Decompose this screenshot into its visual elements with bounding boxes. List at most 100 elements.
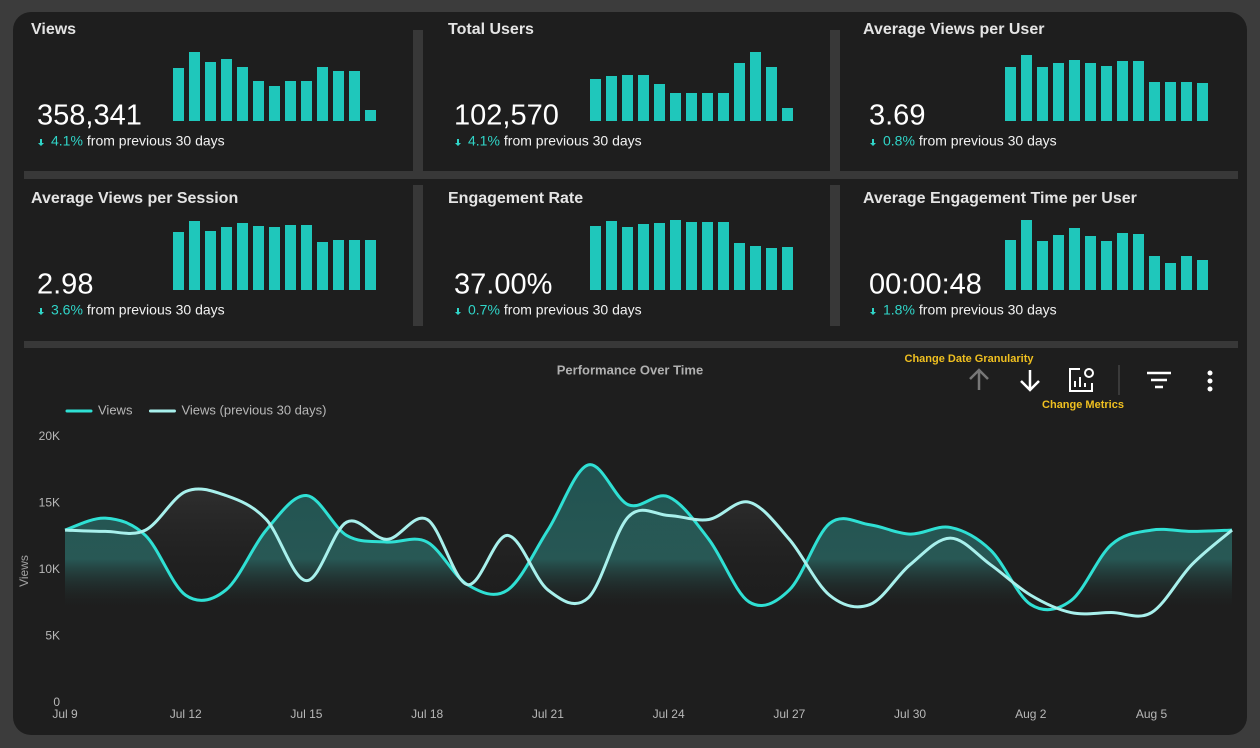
card-title: Average Views per Session bbox=[31, 190, 238, 207]
spark-bar bbox=[1149, 82, 1160, 121]
spark-bar bbox=[269, 227, 280, 290]
card-value: 00:00:48 bbox=[869, 269, 982, 301]
spark-bar bbox=[365, 240, 376, 290]
card-change-text: from previous 30 days bbox=[87, 302, 225, 318]
spark-bar bbox=[349, 240, 360, 290]
spark-bar bbox=[1197, 260, 1208, 290]
spark-bar bbox=[317, 67, 328, 121]
card-change-text: from previous 30 days bbox=[919, 302, 1057, 318]
card-change-text: from previous 30 days bbox=[504, 302, 642, 318]
y-tick-label: 15K bbox=[39, 496, 60, 510]
spark-bar bbox=[702, 222, 713, 290]
separators bbox=[24, 30, 1238, 348]
legend-label: Views (previous 30 days) bbox=[181, 402, 326, 417]
spark-bar bbox=[349, 71, 360, 121]
spark-bar bbox=[1085, 236, 1096, 290]
x-tick-label: Jul 18 bbox=[411, 707, 443, 721]
trend-arrow bbox=[455, 139, 461, 146]
card-change: 0.7% bbox=[468, 302, 500, 318]
x-tick-label: Jul 9 bbox=[52, 707, 78, 721]
spark-bar bbox=[1133, 61, 1144, 121]
spark-bar bbox=[237, 223, 248, 290]
spark-bar bbox=[1101, 66, 1112, 121]
spark-bar bbox=[782, 108, 793, 121]
spark-bar bbox=[766, 248, 777, 290]
card-value: 37.00% bbox=[454, 269, 552, 301]
spark-bar bbox=[1005, 240, 1016, 290]
spark-bar bbox=[686, 93, 697, 121]
card-value: 2.98 bbox=[37, 269, 93, 301]
card-value: 3.69 bbox=[869, 100, 925, 132]
spark-bar bbox=[750, 246, 761, 290]
series-line bbox=[64, 487, 1233, 618]
x-tick-label: Jul 30 bbox=[894, 707, 926, 721]
spark-bar bbox=[221, 227, 232, 290]
card-change: 4.1% bbox=[468, 133, 500, 149]
spark-bar bbox=[606, 76, 617, 121]
card-change: 4.1% bbox=[51, 133, 83, 149]
spark-bar bbox=[718, 222, 729, 290]
spark-bar bbox=[253, 81, 264, 121]
card-value: 102,570 bbox=[454, 100, 559, 132]
spark-bar bbox=[221, 59, 232, 121]
card-change-text: from previous 30 days bbox=[504, 133, 642, 149]
spark-bar bbox=[1005, 67, 1016, 121]
card-change-text: from previous 30 days bbox=[919, 133, 1057, 149]
drill-up-button[interactable] bbox=[969, 368, 989, 390]
spark-bar bbox=[1117, 233, 1128, 290]
spark-bar bbox=[670, 220, 681, 290]
spark-bar bbox=[766, 67, 777, 121]
spark-bar bbox=[1021, 55, 1032, 121]
spark-bar bbox=[1085, 63, 1096, 121]
x-tick-label: Jul 27 bbox=[773, 707, 805, 721]
spark-bar bbox=[782, 247, 793, 290]
card-title: Views bbox=[31, 21, 76, 38]
spark-bar bbox=[590, 226, 601, 290]
filter-button[interactable] bbox=[1147, 371, 1171, 389]
trend-arrow bbox=[870, 139, 876, 146]
spark-bar bbox=[654, 84, 665, 121]
spark-bar bbox=[622, 75, 633, 121]
spark-bar bbox=[1053, 63, 1064, 121]
x-tick-label: Jul 12 bbox=[170, 707, 202, 721]
more-button[interactable] bbox=[1207, 370, 1213, 392]
spark-bar bbox=[301, 81, 312, 121]
spark-bar bbox=[269, 86, 280, 121]
spark-bar bbox=[734, 243, 745, 290]
card-change-text: from previous 30 days bbox=[87, 133, 225, 149]
spark-bar bbox=[333, 71, 344, 121]
card-title: Engagement Rate bbox=[448, 190, 583, 207]
spark-bar bbox=[205, 62, 216, 121]
spark-bar bbox=[1165, 82, 1176, 121]
spark-bar bbox=[173, 68, 184, 121]
spark-bar bbox=[285, 225, 296, 290]
card-change: 1.8% bbox=[883, 302, 915, 318]
spark-bar bbox=[1181, 82, 1192, 121]
spark-bar bbox=[638, 224, 649, 290]
tooltip: Change Date Granularity bbox=[905, 353, 1035, 365]
spark-bar bbox=[1069, 60, 1080, 121]
card-value: 358,341 bbox=[37, 100, 142, 132]
spark-bar bbox=[285, 81, 296, 121]
spark-bar bbox=[1117, 61, 1128, 121]
spark-bar bbox=[173, 232, 184, 290]
y-tick-label: 20K bbox=[39, 429, 60, 443]
card-change: 0.8% bbox=[883, 133, 915, 149]
y-tick-label: 10K bbox=[39, 562, 60, 576]
spark-bar bbox=[1197, 83, 1208, 121]
card-change: 3.6% bbox=[51, 302, 83, 318]
spark-bar bbox=[686, 222, 697, 290]
series-area bbox=[65, 464, 1232, 610]
spark-bar bbox=[1165, 263, 1176, 290]
drill-down-button[interactable] bbox=[1020, 370, 1040, 392]
spark-bar bbox=[670, 93, 681, 121]
change-metrics-button[interactable] bbox=[1069, 368, 1094, 392]
spark-bar bbox=[638, 75, 649, 121]
trend-arrow bbox=[870, 308, 876, 315]
spark-bar bbox=[1037, 67, 1048, 121]
spark-bar bbox=[734, 63, 745, 121]
y-tick-label: 5K bbox=[45, 629, 60, 643]
spark-bar bbox=[1037, 241, 1048, 290]
spark-bar bbox=[750, 52, 761, 121]
